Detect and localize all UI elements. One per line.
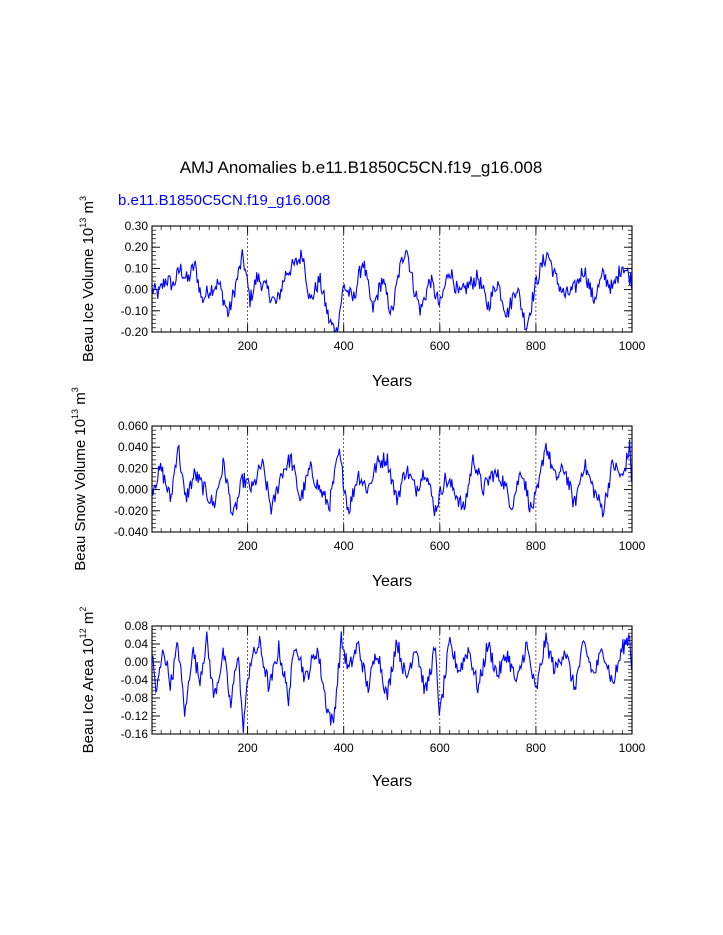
data-series-line [151, 439, 633, 518]
chart-panel-3: -0.16 -0.12 -0.08 -0.04 0.00 0.04 0.08 200 400 60… [78, 607, 646, 790]
x-axis-label: Years [372, 373, 412, 390]
y-axis-label-main: Beau Ice Volume 10 [80, 228, 97, 362]
x-tick-label: 800 [526, 539, 546, 553]
x-tick-label: 800 [526, 741, 546, 755]
y-tick-label: -0.04 [121, 673, 149, 687]
x-tick-label: 200 [238, 339, 258, 353]
chart-panel-1: -0.20 -0.10 0.00 0.10 0.20 0.30 200 400 600 800 10… [78, 196, 646, 390]
series-label: b.e11.B1850C5CN.f19_g16.008 [118, 192, 330, 209]
y-tick-label: 0.00 [125, 655, 149, 669]
y-tick-label: -0.12 [121, 709, 149, 723]
y-tick-label: 0.20 [125, 240, 149, 254]
y-axis-label: Beau Ice Volume 1013 m3 [78, 196, 97, 362]
y-tick-label: -0.10 [121, 304, 149, 318]
x-tick-label: 1000 [619, 339, 646, 353]
y-axis-label-exponent: 13 [78, 218, 88, 228]
y-tick-label: 0.08 [125, 619, 149, 633]
x-tick-label: 600 [430, 539, 450, 553]
figure-title: AMJ Anomalies b.e11.B1850C5CN.f19_g16.00… [180, 158, 543, 177]
y-axis-label-exponent: 13 [70, 409, 80, 419]
x-tick-label: 200 [238, 741, 258, 755]
x-tick-label: 200 [238, 539, 258, 553]
y-tick-label: 0.30 [125, 219, 149, 233]
y-tick-label: -0.040 [114, 525, 148, 539]
y-tick-label: 0.00 [125, 283, 149, 297]
y-tick-label: 0.060 [118, 419, 148, 433]
y-axis-label-unit: m [80, 201, 97, 218]
y-tick-label: 0.020 [118, 461, 148, 475]
x-tick-label: 1000 [619, 539, 646, 553]
data-series-line [151, 631, 633, 733]
plot-frame [151, 425, 633, 533]
plots-group: -0.20 -0.10 0.00 0.10 0.20 0.30 200 400 600 800 10… [70, 196, 646, 790]
x-tick-label: 400 [334, 339, 354, 353]
y-tick-label: 0.10 [125, 261, 149, 275]
x-tick-label: 1000 [619, 741, 646, 755]
y-axis-label: Beau Ice Area 1012 m2 [78, 607, 97, 754]
plot-frame [151, 225, 633, 333]
y-axis-label-unit-exponent: 3 [70, 387, 80, 392]
x-tick-label: 400 [334, 539, 354, 553]
chart-panel-2: -0.040 -0.020 0.000 0.020 0.040 0.060 200 400 60… [70, 387, 646, 590]
y-tick-label: -0.20 [121, 325, 149, 339]
y-axis-label: Beau Snow Volume 1013 m3 [70, 387, 89, 570]
y-tick-label: 0.04 [125, 637, 149, 651]
y-axis-label-exponent: 12 [78, 628, 88, 638]
y-axis-label-unit: m [72, 392, 89, 409]
y-tick-label: 0.000 [118, 483, 148, 497]
y-axis-label-unit-exponent: 3 [78, 196, 88, 201]
data-series-line [151, 249, 633, 333]
y-tick-label: -0.16 [121, 727, 149, 741]
y-axis-label-main: Beau Ice Area 10 [80, 638, 97, 753]
x-axis-label: Years [372, 773, 412, 790]
y-axis-label-unit: m [80, 612, 97, 629]
x-tick-label: 600 [430, 339, 450, 353]
x-axis-label: Years [372, 573, 412, 590]
x-tick-label: 800 [526, 339, 546, 353]
y-tick-label: -0.08 [121, 691, 149, 705]
y-tick-label: -0.020 [114, 504, 148, 518]
y-axis-label-unit-exponent: 2 [78, 607, 88, 612]
x-tick-label: 400 [334, 741, 354, 755]
plot-frame [151, 625, 633, 735]
y-tick-label: 0.040 [118, 440, 148, 454]
y-axis-label-main: Beau Snow Volume 10 [72, 419, 89, 571]
x-tick-label: 600 [430, 741, 450, 755]
